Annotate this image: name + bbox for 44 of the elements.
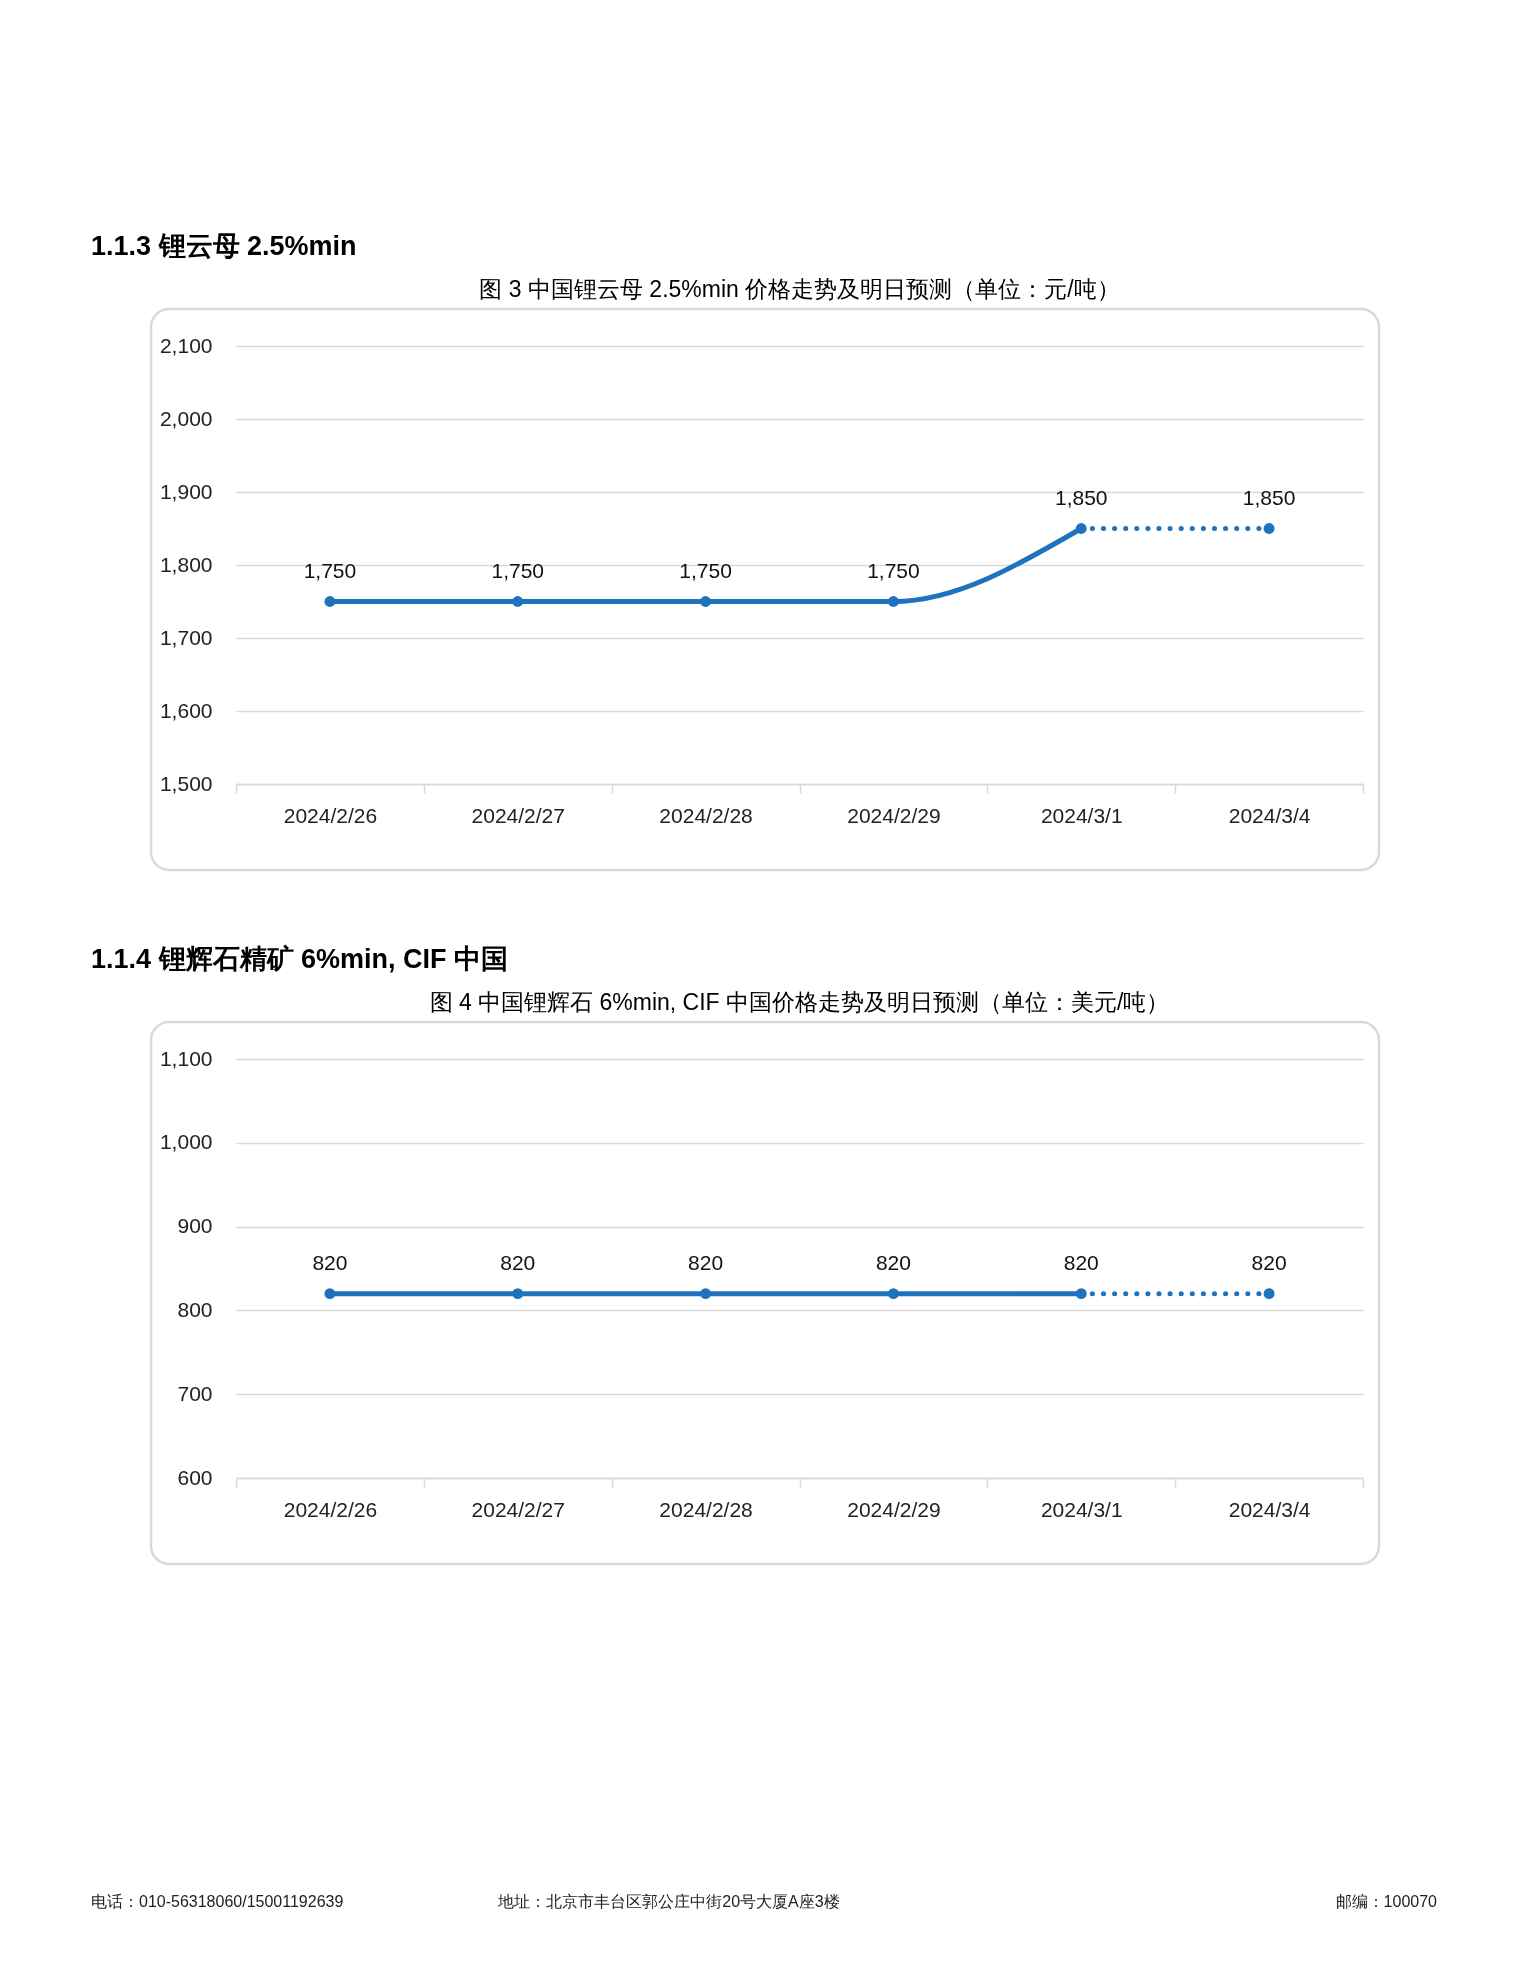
data-label: 820 — [312, 1250, 348, 1274]
chart-title: 1.1.4 锂辉石精矿 6%min, CIF 中国 — [91, 944, 509, 974]
x-tick-label: 2024/3/4 — [1228, 1497, 1311, 1521]
x-tick-label: 2024/2/28 — [659, 803, 753, 827]
x-tick-label: 2024/2/28 — [659, 1497, 753, 1521]
data-label: 820 — [500, 1250, 536, 1274]
chart-subtitle: 图 3 中国锂云母 2.5%min 价格走势及明日预测（单位：元/吨） — [479, 276, 1120, 302]
y-tick-label: 2,100 — [159, 333, 213, 357]
data-label: 1,850 — [1054, 485, 1108, 509]
y-tick-label: 800 — [177, 1297, 213, 1321]
x-tick-label: 2024/2/26 — [283, 803, 378, 827]
y-tick-label: 1,800 — [159, 552, 213, 576]
y-tick-label: 1,500 — [159, 771, 213, 795]
chart-title: 1.1.3 锂云母 2.5%min — [91, 231, 357, 261]
y-tick-label: 700 — [177, 1381, 213, 1405]
y-tick-label: 1,900 — [159, 479, 213, 503]
x-tick-label: 2024/3/4 — [1228, 803, 1311, 827]
data-label: 820 — [1063, 1250, 1099, 1274]
data-label: 820 — [875, 1250, 911, 1274]
data-label: 820 — [1251, 1250, 1287, 1274]
y-tick-label: 900 — [177, 1214, 213, 1238]
x-tick-label: 2024/2/27 — [471, 803, 565, 827]
y-tick-label: 1,700 — [159, 625, 213, 649]
data-label: 1,750 — [303, 558, 357, 582]
x-tick-label: 2024/2/26 — [283, 1497, 378, 1521]
chart-subtitle: 图 4 中国锂辉石 6%min, CIF 中国价格走势及明日预测（单位：美元/吨） — [429, 989, 1170, 1015]
x-tick-label: 2024/3/1 — [1040, 803, 1123, 827]
y-tick-label: 1,600 — [159, 698, 213, 722]
data-label: 1,750 — [491, 558, 545, 582]
y-tick-label: 600 — [177, 1465, 213, 1489]
x-tick-label: 2024/2/29 — [847, 1497, 941, 1521]
data-label: 1,850 — [1242, 485, 1296, 509]
data-label: 1,750 — [867, 558, 920, 582]
y-tick-label: 1,100 — [159, 1046, 213, 1070]
text: 邮编：100070 — [1335, 1893, 1438, 1910]
x-tick-label: 2024/2/29 — [847, 803, 941, 827]
text: 地址：北京市丰台区郭公庄中街20号大厦A座3楼 — [497, 1893, 840, 1910]
x-tick-label: 2024/3/1 — [1040, 1497, 1123, 1521]
data-label: 820 — [688, 1250, 724, 1274]
y-tick-label: 2,000 — [159, 406, 213, 430]
text: 电话：010-56318060/15001192639 — [91, 1893, 344, 1910]
x-tick-label: 2024/2/27 — [471, 1497, 565, 1521]
data-label: 1,750 — [679, 558, 732, 582]
y-tick-label: 1,000 — [159, 1130, 213, 1154]
